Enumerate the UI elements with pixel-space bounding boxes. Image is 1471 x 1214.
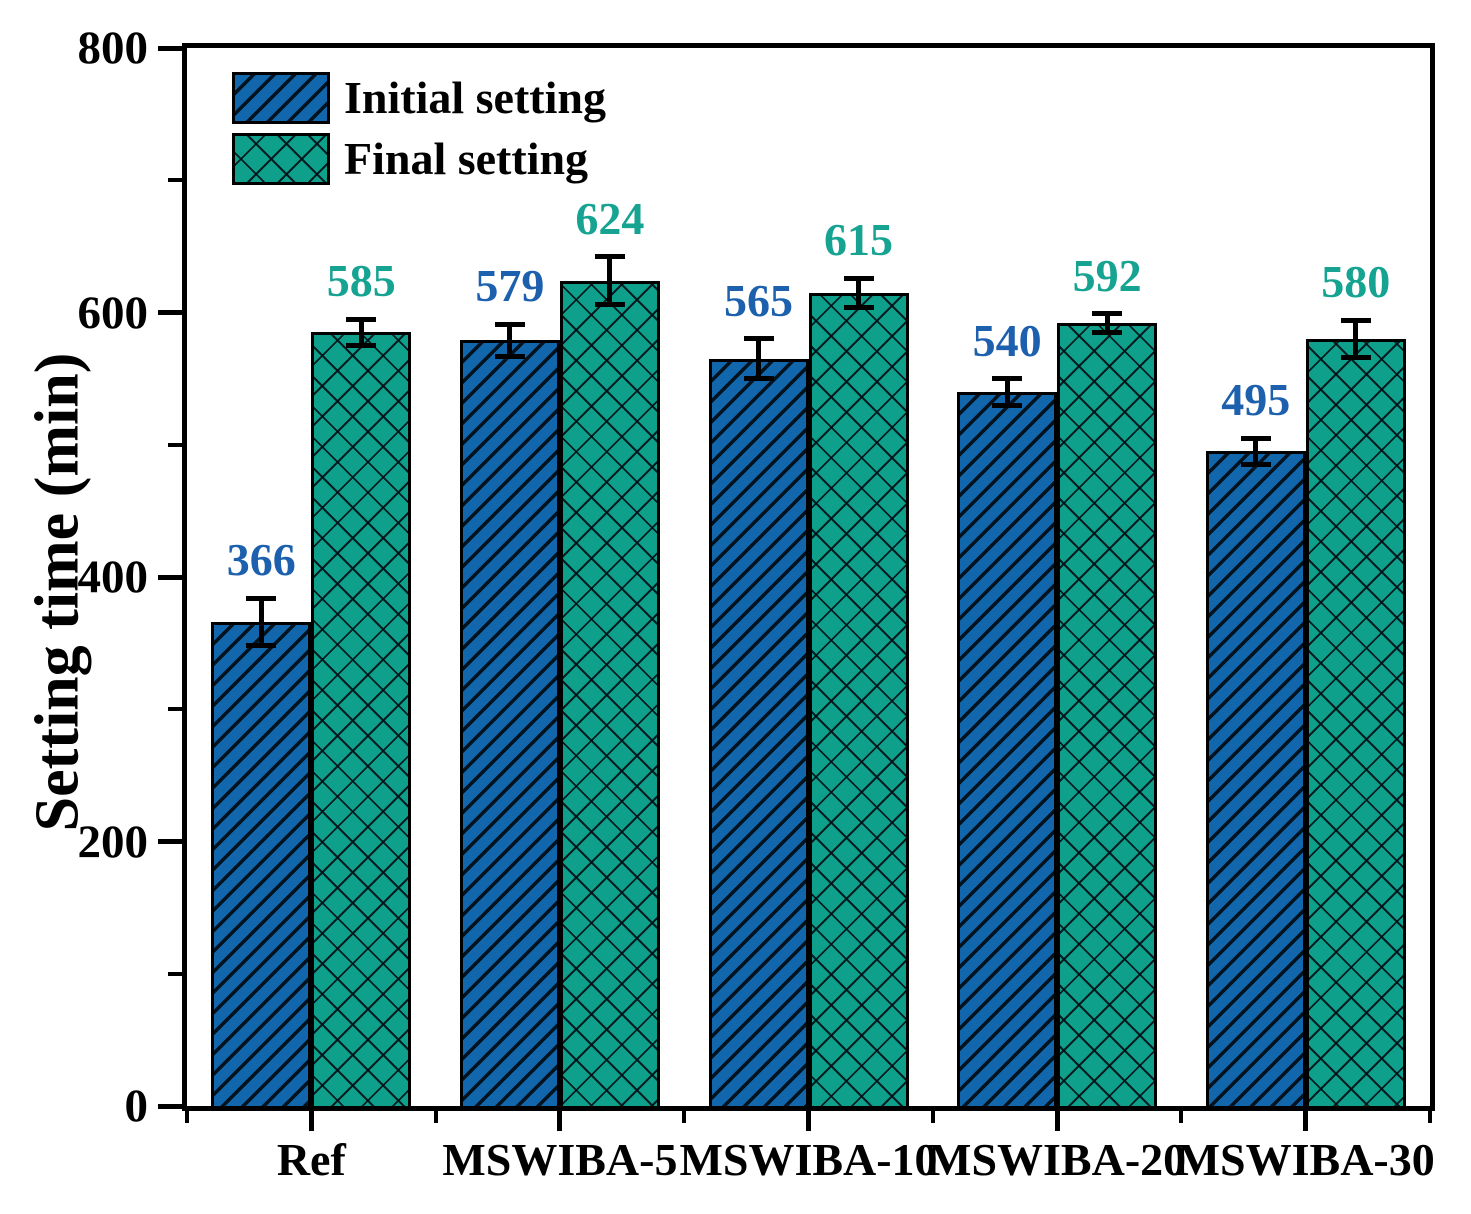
bar-value-label: 580 [1321,256,1391,308]
x-axis-major-tick [1054,1111,1060,1131]
bar-value-label: 540 [972,314,1042,366]
x-axis-minor-tick [682,1111,687,1123]
x-axis-minor-tick [433,1111,438,1123]
x-axis-major-tick [1303,1111,1309,1131]
error-bar-stem [1004,378,1010,406]
error-bar-stem [607,256,613,305]
legend-label-final-setting: Final setting [344,133,589,184]
y-axis-minor-tick [168,178,182,183]
y-axis-major-tick [158,310,182,315]
error-bar-cap-top [743,336,774,342]
y-axis-minor-tick [168,442,182,447]
error-bar-cap-bottom [743,376,774,382]
x-axis-tick-label: MSWIBA-10 [679,1134,938,1185]
bar-initial-mswiba-5 [459,340,560,1106]
x-axis-tick-label: Ref [276,1134,346,1185]
legend-label-initial-setting: Initial setting [344,72,606,123]
x-axis-major-tick [557,1111,563,1131]
bar-value-label: 615 [824,214,893,266]
error-bar-cap-top [843,275,874,281]
error-bar-cap-top [494,321,525,327]
error-bar-cap-bottom [1092,329,1123,335]
error-bar-cap-top [1340,317,1371,323]
error-bar-cap-top [1092,311,1123,317]
legend: Initial setting Final setting [232,72,606,194]
y-axis-tick-label: 400 [77,551,149,603]
error-bar-cap-bottom [1240,462,1271,468]
error-bar-stem [358,319,364,346]
error-bar-cap-bottom [843,304,874,310]
bar-final-mswiba-5 [559,280,660,1106]
x-axis-minor-tick [1428,1111,1432,1123]
bar-value-label: 495 [1221,374,1291,426]
x-axis-tick-label: MSWIBA-20 [928,1134,1187,1185]
error-bar-stem [856,278,861,308]
x-axis-minor-tick [1179,1111,1184,1123]
y-axis-major-tick [158,1103,182,1109]
bar-value-label: 366 [226,534,296,586]
bar-value-label: 592 [1072,249,1142,301]
x-axis-minor-tick [930,1111,935,1123]
legend-item-final-setting: Final setting [232,133,606,185]
bar-value-label: 585 [326,255,396,307]
bar-final-ref [311,332,412,1106]
bar-initial-ref [211,621,312,1106]
error-bar-cap-bottom [594,302,625,308]
error-bar-cap-top [594,254,625,260]
error-bar-stem [1104,313,1110,333]
error-bar-cap-top [992,376,1023,382]
error-bar-cap-bottom [246,643,277,649]
x-axis-major-tick [308,1111,314,1131]
bar-value-label: 565 [724,274,793,326]
bar-initial-mswiba-10 [708,358,809,1106]
y-axis-major-tick [158,45,182,51]
error-bar-stem [507,324,513,357]
x-axis-tick-label: MSWIBA-30 [1176,1134,1435,1185]
error-bar-cap-bottom [346,343,377,349]
bar-initial-mswiba-20 [957,391,1058,1106]
legend-item-initial-setting: Initial setting [232,72,606,124]
error-bar-stem [756,338,761,379]
bar-final-mswiba-10 [808,292,909,1106]
legend-swatch-initial-setting [232,72,330,124]
bar-final-mswiba-20 [1057,323,1158,1106]
bar-value-label: 624 [575,192,645,244]
error-bar-cap-top [346,316,377,322]
x-axis-tick-label: MSWIBA-5 [442,1134,678,1185]
y-axis-tick-label: 600 [77,286,149,339]
y-axis-title: Setting time (min) [23,352,92,832]
error-bar-cap-bottom [1340,354,1371,360]
y-axis-minor-tick [168,971,182,976]
y-axis-tick-label: 800 [77,22,149,74]
error-bar-cap-top [246,595,277,601]
legend-swatch-final-setting [232,133,330,185]
bar-initial-mswiba-30 [1205,451,1306,1106]
error-bar-cap-top [1240,435,1271,441]
error-bar-stem [1253,438,1259,465]
y-axis-major-tick [158,574,182,580]
error-bar-stem [1353,320,1359,358]
y-axis-major-tick [158,839,182,844]
error-bar-stem [258,598,264,646]
x-axis-major-tick [806,1111,811,1131]
error-bar-cap-bottom [992,402,1023,408]
y-axis-minor-tick [168,707,182,712]
x-axis-minor-tick [185,1111,189,1123]
error-bar-cap-bottom [494,353,525,359]
bar-value-label: 579 [475,260,545,312]
bar-final-mswiba-30 [1305,338,1406,1106]
y-axis-tick-label: 200 [77,815,149,868]
y-axis-tick-label: 0 [124,1080,149,1132]
